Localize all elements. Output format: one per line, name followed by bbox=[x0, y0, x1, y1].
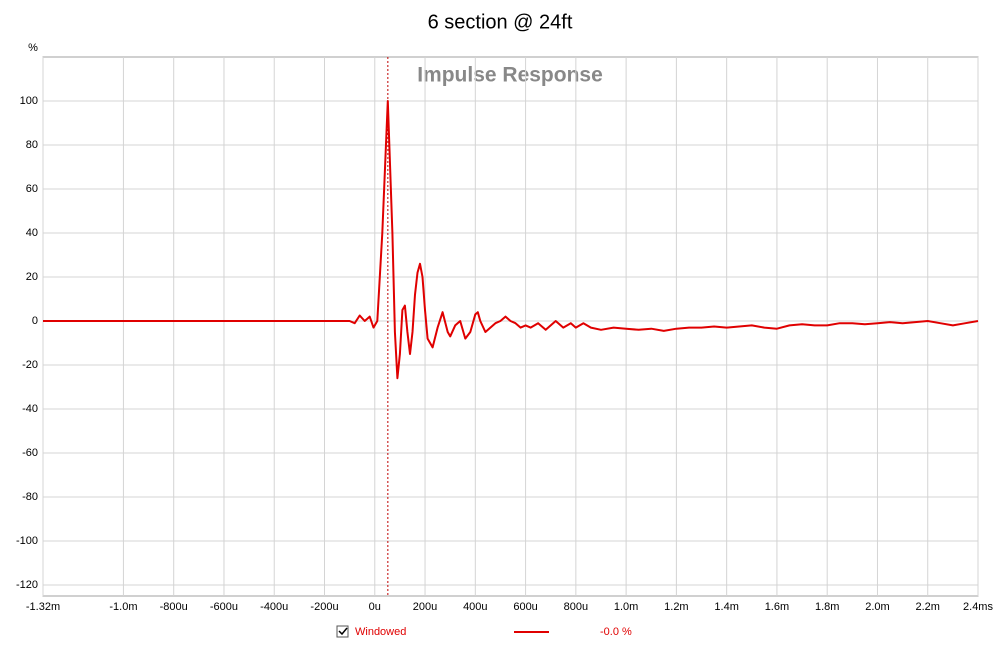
x-tick-label: 200u bbox=[413, 601, 437, 613]
x-tick-label: 1.8m bbox=[815, 601, 839, 613]
impulse-line bbox=[43, 100, 979, 380]
legend-value: -0.0 % bbox=[600, 626, 632, 638]
x-tick-label: 1.2m bbox=[664, 601, 688, 613]
x-tick-label: -400u bbox=[260, 601, 288, 613]
x-tick-label: 2.4ms bbox=[963, 601, 993, 613]
y-tick-label: 40 bbox=[26, 227, 38, 239]
x-tick-label: 600u bbox=[513, 601, 537, 613]
y-tick-label: -100 bbox=[16, 535, 38, 547]
x-tick-label: 400u bbox=[463, 601, 487, 613]
x-tick-label: 1.4m bbox=[714, 601, 738, 613]
x-tick-label: 800u bbox=[564, 601, 588, 613]
x-tick-label: 1.6m bbox=[765, 601, 789, 613]
x-tick-label: -1.0m bbox=[109, 601, 137, 613]
legend-checkbox[interactable] bbox=[336, 625, 349, 638]
legend-label: Windowed bbox=[355, 626, 406, 638]
y-axis-label: % bbox=[28, 42, 38, 54]
x-tick-label: -200u bbox=[310, 601, 338, 613]
x-tick-label: 2.0m bbox=[865, 601, 889, 613]
x-tick-label: 0u bbox=[369, 601, 381, 613]
checkmark bbox=[338, 627, 348, 636]
y-tick-label: -40 bbox=[22, 403, 38, 415]
y-tick-label: -20 bbox=[22, 359, 38, 371]
y-tick-label: 0 bbox=[32, 315, 38, 327]
y-tick-label: 60 bbox=[26, 183, 38, 195]
subtitle: Impulse Response bbox=[417, 64, 603, 87]
x-tick-label: -1.32m bbox=[26, 601, 60, 613]
x-tick-label: 1.0m bbox=[614, 601, 638, 613]
y-tick-label: -80 bbox=[22, 491, 38, 503]
plot-area bbox=[42, 56, 979, 597]
y-tick-label: 20 bbox=[26, 271, 38, 283]
x-tick-label: 2.2m bbox=[915, 601, 939, 613]
y-tick-label: -60 bbox=[22, 447, 38, 459]
chart-title: 6 section @ 24ft bbox=[428, 11, 573, 33]
y-tick-label: 100 bbox=[20, 95, 38, 107]
x-tick-label: -800u bbox=[160, 601, 188, 613]
x-tick-label: -600u bbox=[210, 601, 238, 613]
y-tick-label: -120 bbox=[16, 579, 38, 591]
y-tick-label: 80 bbox=[26, 139, 38, 151]
